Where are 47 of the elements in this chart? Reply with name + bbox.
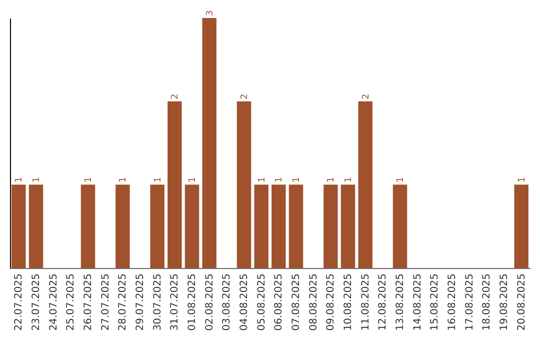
- x-tick-label: 05.08.2025: [256, 274, 268, 331]
- x-tick-label: 20.08.2025: [516, 274, 528, 331]
- data-label: 1: [84, 176, 94, 183]
- x-tick-label: 23.07.2025: [31, 274, 42, 331]
- x-tick-label: 16.08.2025: [447, 274, 458, 331]
- data-label: 1: [344, 176, 354, 183]
- x-tick-label: 14.08.2025: [412, 274, 424, 331]
- x-tick-label: 02.08.2025: [204, 274, 216, 331]
- x-tick-label: 29.07.2025: [135, 274, 146, 331]
- data-label: 1: [396, 176, 406, 183]
- x-tick-label: 07.08.2025: [291, 274, 302, 331]
- data-label: 2: [240, 94, 250, 100]
- data-label: 1: [14, 176, 25, 183]
- x-tick-label: 06.08.2025: [274, 274, 285, 331]
- x-tick-label: 22.07.2025: [14, 274, 25, 331]
- data-label: 1: [32, 176, 42, 183]
- data-label: 3: [205, 10, 216, 16]
- data-label: 1: [274, 176, 285, 183]
- x-tick-label: 24.07.2025: [48, 274, 60, 331]
- data-label: 1: [188, 176, 198, 183]
- x-tick-label: 19.08.2025: [499, 274, 510, 331]
- data-label: 1: [292, 176, 302, 183]
- x-tick-label: 17.08.2025: [464, 274, 476, 331]
- x-tick-label: 08.08.2025: [308, 274, 320, 331]
- x-tick-label: 31.07.2025: [170, 274, 181, 331]
- data-label: 2: [170, 94, 181, 100]
- data-label: 1: [153, 176, 164, 183]
- x-tick-label: 11.08.2025: [360, 274, 372, 331]
- x-tick-label: 12.08.2025: [378, 274, 389, 331]
- x-tick-label: 01.08.2025: [187, 274, 198, 331]
- data-label: 1: [326, 176, 337, 183]
- x-tick-label: 30.07.2025: [152, 274, 164, 331]
- data-label: 1: [517, 176, 528, 183]
- x-tick-label: 04.08.2025: [239, 274, 250, 331]
- x-tick-label: 13.08.2025: [395, 274, 406, 331]
- x-tick-label: 15.08.2025: [430, 274, 441, 331]
- x-tick-label: 10.08.2025: [343, 274, 354, 331]
- x-tick-label: 09.08.2025: [326, 274, 337, 331]
- x-tick-label: 25.07.2025: [66, 274, 77, 331]
- x-tick-label: 18.08.2025: [482, 274, 493, 331]
- x-tick-label: 03.08.2025: [222, 274, 233, 331]
- data-label: 1: [118, 176, 129, 183]
- x-tick-label: 28.07.2025: [118, 274, 129, 331]
- data-label: 2: [361, 94, 372, 100]
- x-tick-label: 27.07.2025: [100, 274, 112, 331]
- x-tick-label: 26.07.2025: [83, 274, 94, 331]
- data-label: 1: [257, 176, 268, 183]
